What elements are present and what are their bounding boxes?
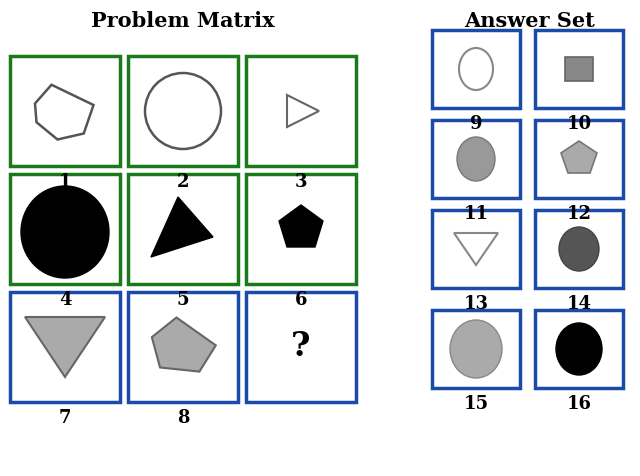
Bar: [565, 57, 593, 81]
Text: 6: 6: [295, 291, 307, 309]
Text: 2: 2: [177, 173, 189, 191]
Polygon shape: [287, 95, 319, 127]
Ellipse shape: [457, 137, 495, 181]
Ellipse shape: [459, 48, 493, 90]
Polygon shape: [35, 85, 93, 139]
Text: 5: 5: [177, 291, 189, 309]
FancyBboxPatch shape: [535, 120, 623, 198]
Polygon shape: [152, 317, 216, 372]
FancyBboxPatch shape: [10, 56, 120, 166]
Text: 8: 8: [177, 409, 189, 427]
Ellipse shape: [559, 227, 599, 271]
Text: 16: 16: [566, 395, 591, 413]
Circle shape: [145, 73, 221, 149]
FancyBboxPatch shape: [128, 292, 238, 402]
FancyBboxPatch shape: [535, 210, 623, 288]
Ellipse shape: [450, 320, 502, 378]
Ellipse shape: [21, 186, 109, 278]
Text: 3: 3: [295, 173, 307, 191]
FancyBboxPatch shape: [128, 56, 238, 166]
Text: Answer Set: Answer Set: [465, 11, 595, 31]
FancyBboxPatch shape: [535, 310, 623, 388]
Text: 10: 10: [566, 115, 591, 133]
FancyBboxPatch shape: [432, 210, 520, 288]
Polygon shape: [279, 205, 323, 247]
Text: 15: 15: [463, 395, 488, 413]
Text: Problem Matrix: Problem Matrix: [91, 11, 275, 31]
Polygon shape: [454, 233, 498, 265]
FancyBboxPatch shape: [10, 174, 120, 284]
FancyBboxPatch shape: [432, 310, 520, 388]
Text: 9: 9: [470, 115, 483, 133]
Text: 1: 1: [59, 173, 71, 191]
FancyBboxPatch shape: [246, 174, 356, 284]
Polygon shape: [151, 197, 213, 257]
Text: 12: 12: [566, 205, 591, 223]
Text: 11: 11: [463, 205, 488, 223]
Text: 4: 4: [59, 291, 71, 309]
FancyBboxPatch shape: [246, 292, 356, 402]
FancyBboxPatch shape: [535, 30, 623, 108]
Text: 14: 14: [566, 295, 591, 313]
Text: 7: 7: [59, 409, 71, 427]
Ellipse shape: [556, 323, 602, 375]
FancyBboxPatch shape: [432, 120, 520, 198]
Text: ?: ?: [291, 330, 311, 364]
FancyBboxPatch shape: [128, 174, 238, 284]
FancyBboxPatch shape: [10, 292, 120, 402]
Polygon shape: [561, 141, 597, 173]
Text: 13: 13: [463, 295, 488, 313]
FancyBboxPatch shape: [246, 56, 356, 166]
FancyBboxPatch shape: [432, 30, 520, 108]
Polygon shape: [25, 317, 105, 377]
